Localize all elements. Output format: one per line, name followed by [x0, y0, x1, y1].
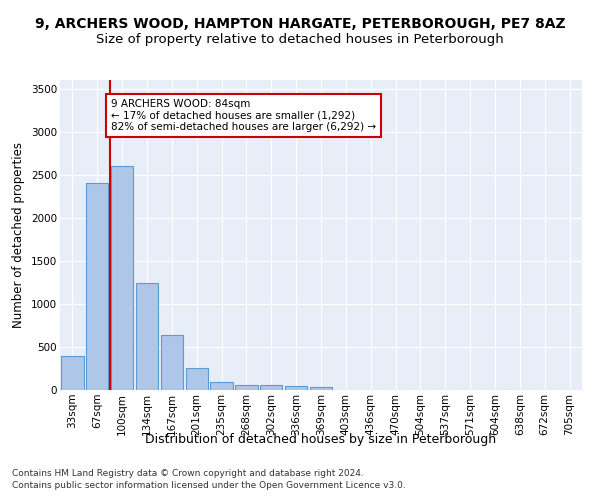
Bar — [61, 356, 83, 390]
Bar — [310, 387, 332, 390]
Bar — [111, 166, 133, 390]
Text: 9 ARCHERS WOOD: 84sqm
← 17% of detached houses are smaller (1,292)
82% of semi-d: 9 ARCHERS WOOD: 84sqm ← 17% of detached … — [111, 99, 376, 132]
Bar — [211, 382, 233, 390]
Text: 9, ARCHERS WOOD, HAMPTON HARGATE, PETERBOROUGH, PE7 8AZ: 9, ARCHERS WOOD, HAMPTON HARGATE, PETERB… — [35, 18, 565, 32]
Y-axis label: Number of detached properties: Number of detached properties — [13, 142, 25, 328]
Text: Contains public sector information licensed under the Open Government Licence v3: Contains public sector information licen… — [12, 481, 406, 490]
Bar — [235, 385, 257, 390]
Bar — [136, 283, 158, 390]
Bar — [185, 368, 208, 390]
Text: Size of property relative to detached houses in Peterborough: Size of property relative to detached ho… — [96, 32, 504, 46]
Bar — [161, 335, 183, 390]
Text: Contains HM Land Registry data © Crown copyright and database right 2024.: Contains HM Land Registry data © Crown c… — [12, 468, 364, 477]
Text: Distribution of detached houses by size in Peterborough: Distribution of detached houses by size … — [145, 432, 497, 446]
Bar — [285, 386, 307, 390]
Bar — [260, 386, 283, 390]
Bar — [86, 184, 109, 390]
